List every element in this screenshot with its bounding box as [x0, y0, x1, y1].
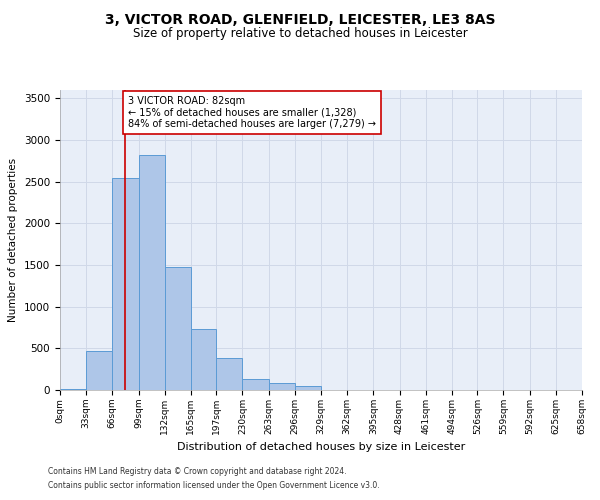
Text: Size of property relative to detached houses in Leicester: Size of property relative to detached ho… [133, 28, 467, 40]
Bar [139, 155, 165, 390]
Bar [86, 351, 112, 390]
Y-axis label: Number of detached properties: Number of detached properties [8, 158, 19, 322]
Text: 3 VICTOR ROAD: 82sqm
← 15% of detached houses are smaller (1,328)
84% of semi-de: 3 VICTOR ROAD: 82sqm ← 15% of detached h… [128, 96, 376, 129]
X-axis label: Distribution of detached houses by size in Leicester: Distribution of detached houses by size … [177, 442, 465, 452]
Bar [216, 358, 242, 390]
Text: Contains public sector information licensed under the Open Government Licence v3: Contains public sector information licen… [48, 481, 380, 490]
Text: Contains HM Land Registry data © Crown copyright and database right 2024.: Contains HM Land Registry data © Crown c… [48, 467, 347, 476]
Bar [295, 386, 321, 390]
Bar [165, 266, 191, 390]
Bar [242, 379, 269, 390]
Bar [269, 384, 295, 390]
Bar [60, 389, 86, 390]
Text: 3, VICTOR ROAD, GLENFIELD, LEICESTER, LE3 8AS: 3, VICTOR ROAD, GLENFIELD, LEICESTER, LE… [105, 12, 495, 26]
Bar [191, 329, 216, 390]
Bar [112, 178, 139, 390]
